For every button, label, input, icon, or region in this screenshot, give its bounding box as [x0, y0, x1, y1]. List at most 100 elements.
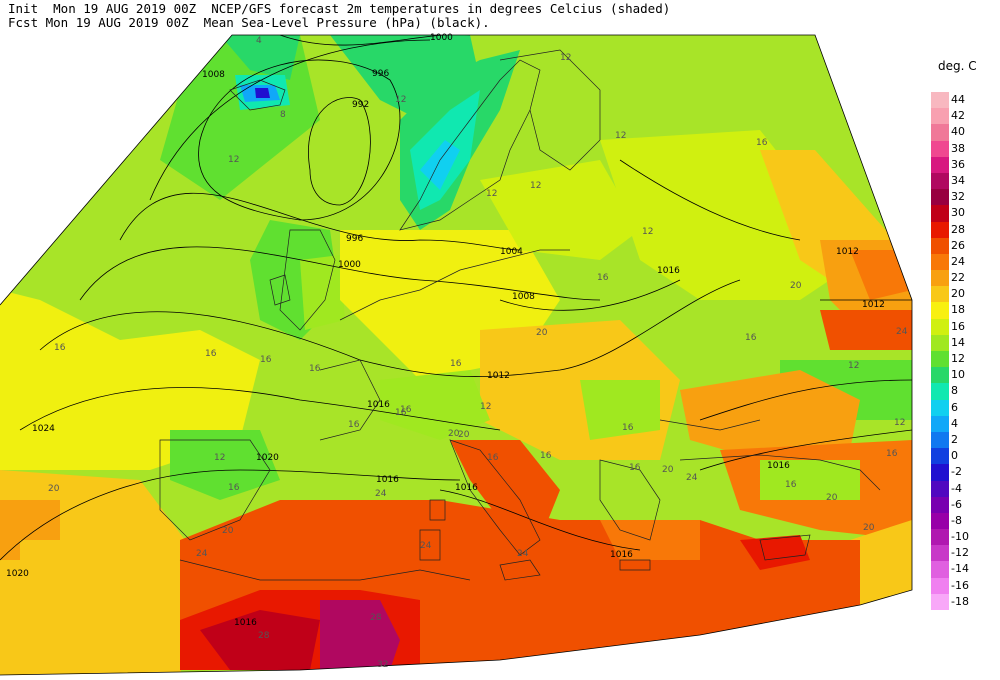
legend-label: 28: [951, 222, 965, 236]
legend-entry: 18: [931, 302, 997, 319]
isobar-label: 1024: [32, 424, 55, 434]
legend-label: -2: [951, 465, 962, 479]
legend-entry: -10: [931, 529, 997, 546]
legend-entry: -6: [931, 496, 997, 513]
legend-label: 26: [951, 238, 965, 252]
legend-entry: 20: [931, 286, 997, 303]
legend-entry: -12: [931, 545, 997, 562]
isobar-label: 992: [352, 100, 369, 110]
header-forecast-line: Fcst Mon 19 AUG 2019 00Z Mean Sea-Level …: [8, 15, 490, 30]
legend-entry: 10: [931, 367, 997, 384]
temp-label: 16: [348, 420, 360, 430]
isobar-label: 1016: [610, 550, 633, 560]
temp-label: 16: [597, 273, 609, 283]
legend-label: 8: [951, 384, 958, 398]
isobar-label: 1020: [256, 453, 279, 463]
temp-label: 8: [280, 110, 286, 120]
legend-label: -6: [951, 497, 962, 511]
temp-label: 16: [54, 343, 66, 353]
legend-entry: 2: [931, 431, 997, 449]
temp-label: 20: [222, 526, 234, 536]
isobar-labels: 1000 1008 996 992 996 1000 1004 1008 101…: [6, 33, 885, 628]
temperature-labels: 4 8 12 12 12 12 12 12 16 12 16 16 16 16 …: [48, 36, 908, 670]
temp-label: 20: [790, 281, 802, 291]
legend-swatch: [931, 577, 949, 594]
map-domain-border: [0, 34, 913, 676]
temp-label: 16: [622, 423, 634, 433]
isobar-label: 1008: [202, 70, 225, 80]
temp-label: 20: [536, 328, 548, 338]
legend-label: -8: [951, 513, 962, 527]
legend-entry: 8: [931, 383, 997, 400]
temp-label: 12: [214, 453, 225, 463]
legend-label: -4: [951, 481, 962, 495]
temp-label: 16: [540, 451, 552, 461]
coastlines: [159, 49, 881, 581]
legend-swatch: [931, 253, 949, 271]
legend-swatch: [931, 545, 949, 562]
legend-entry: 26: [931, 237, 997, 254]
isobar-label: 1020: [6, 569, 29, 579]
legend-label: -10: [951, 530, 969, 544]
legend-label: 42: [951, 109, 965, 123]
legend-entry: 36: [931, 156, 997, 173]
legend-entry: 4: [931, 415, 997, 432]
legend-entry: 42: [931, 108, 997, 125]
temp-label: 16: [756, 138, 768, 148]
isobar-label: 1016: [455, 483, 478, 493]
temp-label: 16: [785, 480, 797, 490]
legend-swatch: [931, 189, 949, 206]
isobar-label: 1016: [767, 461, 790, 471]
legend-swatch: [931, 334, 949, 351]
legend-entry: 0: [931, 448, 997, 465]
temp-label: 16: [450, 359, 462, 369]
legend-label: 0: [951, 449, 958, 463]
legend-swatch: [931, 512, 949, 530]
temp-label: 12: [894, 418, 905, 428]
legend-entry: 38: [931, 140, 997, 157]
legend-label: -18: [951, 594, 969, 608]
legend-label: 30: [951, 206, 965, 220]
legend-entry: 40: [931, 124, 997, 141]
legend-swatch: [931, 92, 949, 109]
header-init-line: Init Mon 19 AUG 2019 00Z NCEP/GFS foreca…: [8, 1, 671, 16]
legend-swatch: [931, 318, 949, 335]
temp-label: 24: [196, 549, 208, 559]
legend-swatch: [931, 108, 949, 125]
legend-entry: 30: [931, 205, 997, 222]
legend-swatch: [931, 593, 949, 610]
legend-label: 20: [951, 287, 965, 301]
temp-label: 16: [629, 463, 641, 473]
legend-swatch: [931, 237, 949, 254]
legend-label: 18: [951, 303, 965, 317]
legend-entry: -8: [931, 512, 997, 530]
legend-entry: 24: [931, 253, 997, 271]
temp-label: 20: [448, 429, 460, 439]
legend-label: 36: [951, 157, 965, 171]
temp-label: 12: [848, 361, 859, 371]
temp-label: 16: [745, 333, 757, 343]
legend-label: 16: [951, 319, 965, 333]
legend-swatch: [931, 140, 949, 157]
isobar-label: 1012: [862, 300, 885, 310]
legend-label: 2: [951, 432, 958, 446]
temp-label: 16: [487, 453, 499, 463]
legend-label: 44: [951, 93, 965, 106]
legend-label: 24: [951, 254, 965, 268]
isobar-label: 1012: [836, 247, 859, 257]
isobars: [0, 35, 912, 561]
temp-label: 24: [896, 327, 908, 337]
legend-label: 22: [951, 271, 965, 285]
legend-label: -12: [951, 546, 969, 560]
temp-label: 28: [258, 631, 270, 641]
legend-swatch: [931, 496, 949, 513]
legend-swatch: [931, 399, 949, 416]
legend-label: -16: [951, 578, 969, 592]
legend-entry: 16: [931, 318, 997, 335]
temp-label: 12: [228, 155, 239, 165]
legend-swatch: [931, 270, 949, 287]
legend-label: 12: [951, 352, 965, 365]
temp-label: 20: [863, 523, 875, 533]
